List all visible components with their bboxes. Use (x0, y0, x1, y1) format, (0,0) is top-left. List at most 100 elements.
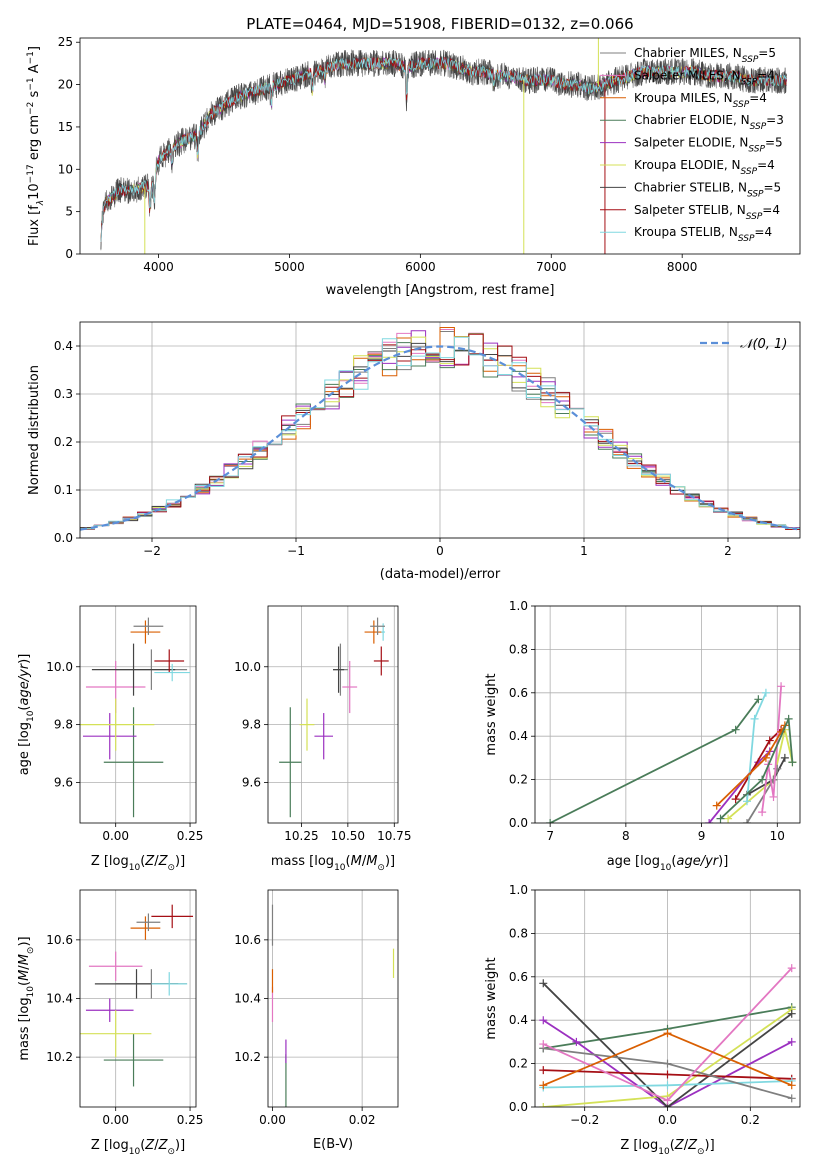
weight-marker (743, 797, 751, 806)
x-axis-label: Z [log10(Z/Z⊙)] (91, 1138, 185, 1157)
x-tick-label: 6000 (405, 260, 436, 274)
x-axis-label: Z [log10(Z/Z⊙)] (620, 1138, 714, 1157)
weight-marker (539, 1040, 548, 1049)
weight-marker (784, 714, 793, 723)
x-tick-label: −0.2 (570, 1113, 599, 1127)
weight-marker (761, 688, 770, 697)
x-tick-label: 0 (436, 544, 444, 558)
weight-line-9 (719, 718, 794, 820)
errorbar-point (88, 951, 143, 981)
weight-marker (780, 753, 789, 762)
x-tick-label: 10.25 (284, 829, 318, 843)
residuals-panel: −2 −1 0 1 2 0.0 0.1 0.2 0.3 0.4 𝒩(0, 1) (data-model… (27, 321, 801, 582)
errorbar-point (85, 998, 134, 1022)
weight-marker (539, 1066, 548, 1075)
normal-curve (80, 345, 798, 531)
weight-line-8 (716, 724, 786, 807)
y-tick-label: 10.4 (46, 992, 73, 1006)
y-tick-label: 5 (65, 205, 73, 219)
axes-frame (79, 605, 197, 824)
errorbar-point (130, 916, 161, 940)
spectrum-line-0 (100, 50, 787, 251)
y-axis-label: Flux [fλ10−17 erg cm−2 s−1 A−1] (26, 46, 46, 246)
y-axis-label: mass [log10(M/M⊙)] (17, 936, 36, 1060)
errorbar-point (154, 663, 191, 682)
x-tick-label: 0.25 (177, 1113, 204, 1127)
weight-marker (731, 725, 740, 734)
weight-marker (777, 682, 786, 691)
x-tick-label: 10.75 (377, 829, 411, 843)
x-tick-label: 0.00 (259, 1113, 286, 1127)
y-tick-label: 0.2 (509, 1057, 528, 1071)
axes-frame (267, 889, 399, 1108)
y-tick-label: 0.6 (509, 686, 528, 700)
y-tick-label: 10.0 (46, 660, 73, 674)
weight-marker (754, 695, 763, 704)
x-tick-label: −1 (287, 544, 305, 558)
weight-marker (663, 1081, 672, 1090)
weight-marker (787, 1081, 796, 1090)
errorbar-point (151, 972, 188, 996)
legend-entry: Salpeter MILES, NSSP=4 (634, 68, 775, 87)
y-tick-label: 10.4 (234, 992, 261, 1006)
figure-title: PLATE=0464, MJD=51908, FIBERID=0132, z=0… (246, 15, 633, 33)
x-tick-label: 0.00 (102, 1113, 129, 1127)
x-tick-label: 7 (546, 829, 554, 843)
weight-marker (546, 819, 555, 823)
x-axis-label: (data-model)/error (380, 567, 501, 582)
weight-marker (758, 808, 767, 817)
errorbar-point (130, 620, 161, 644)
weight-marker (572, 1037, 581, 1046)
mass-vs-metallicity-panel: 0.00 0.25 10.2 10.4 10.6 Z [log10(Z/Z⊙)] mass … (17, 889, 204, 1157)
x-tick-label: 8 (622, 829, 630, 843)
weight-marker (787, 1094, 796, 1103)
y-tick-label: 9.8 (242, 718, 261, 732)
y-tick-label: 0.0 (509, 816, 528, 830)
y-tick-label: 10.6 (46, 933, 73, 947)
legend-entry: Kroupa STELIB, NSSP=4 (634, 225, 772, 244)
x-axis-label: wavelength [Angstrom, rest frame] (326, 283, 555, 298)
y-tick-label: 10.2 (234, 1050, 261, 1064)
spectrum-line-6 (100, 49, 787, 250)
errorbar-point (80, 698, 155, 751)
weight-marker (761, 753, 770, 762)
y-tick-label: 0.4 (509, 729, 528, 743)
axes-frame (79, 321, 801, 539)
age-vs-metallicity-panel: 0.00 0.25 9.6 9.8 10.0 Z [log10(Z/Z⊙)] age [lo… (17, 605, 203, 873)
y-tick-label: 0.4 (509, 1013, 528, 1027)
y-axis-label: age [log10(age/yr)] (17, 654, 36, 776)
x-tick-label: 10 (770, 829, 785, 843)
legend-entry: Salpeter STELIB, NSSP=4 (634, 203, 780, 222)
spectrum-panel: 4000 5000 6000 7000 8000 0 5 10 15 20 25 Chabrier M… (26, 35, 801, 298)
y-axis-label: mass weight (484, 673, 499, 755)
y-tick-label: 9.6 (54, 775, 73, 789)
weight-marker (724, 814, 733, 823)
errorbar-point (80, 1010, 152, 1058)
x-axis-label: mass [log10(M/M⊙)] (271, 854, 395, 873)
weight-line-7 (761, 686, 782, 813)
y-tick-label: 10 (58, 162, 73, 176)
errorbar-point (333, 646, 345, 693)
weight-marker (731, 795, 740, 804)
x-tick-label: 4000 (143, 260, 174, 274)
y-tick-label: 10.0 (234, 660, 261, 674)
errorbar-point (91, 643, 176, 696)
weight-marker (712, 801, 721, 810)
y-axis-label: mass weight (484, 957, 499, 1039)
age-vs-mass-panel: 10.25 10.50 10.75 9.6 9.8 10.0 mass [log10(M/M… (234, 605, 411, 873)
spectrum-line-8 (100, 57, 787, 243)
weight-line-2 (727, 729, 794, 820)
weight-marker (743, 819, 751, 823)
errorbar-point (314, 713, 333, 760)
errorbar-point (103, 1033, 164, 1087)
y-tick-label: 0.3 (54, 387, 73, 401)
weight-line-3 (542, 982, 793, 1107)
errorbar-point (151, 904, 194, 929)
x-tick-label: 2 (724, 544, 732, 558)
x-tick-label: 0.00 (102, 829, 129, 843)
y-tick-label: 0.0 (509, 1100, 528, 1114)
errorbar-point (133, 617, 164, 635)
mass-vs-extinction-panel: 0.00 0.02 10.2 10.4 10.6 E(B-V) (234, 889, 399, 1152)
errorbar-point (279, 707, 302, 818)
